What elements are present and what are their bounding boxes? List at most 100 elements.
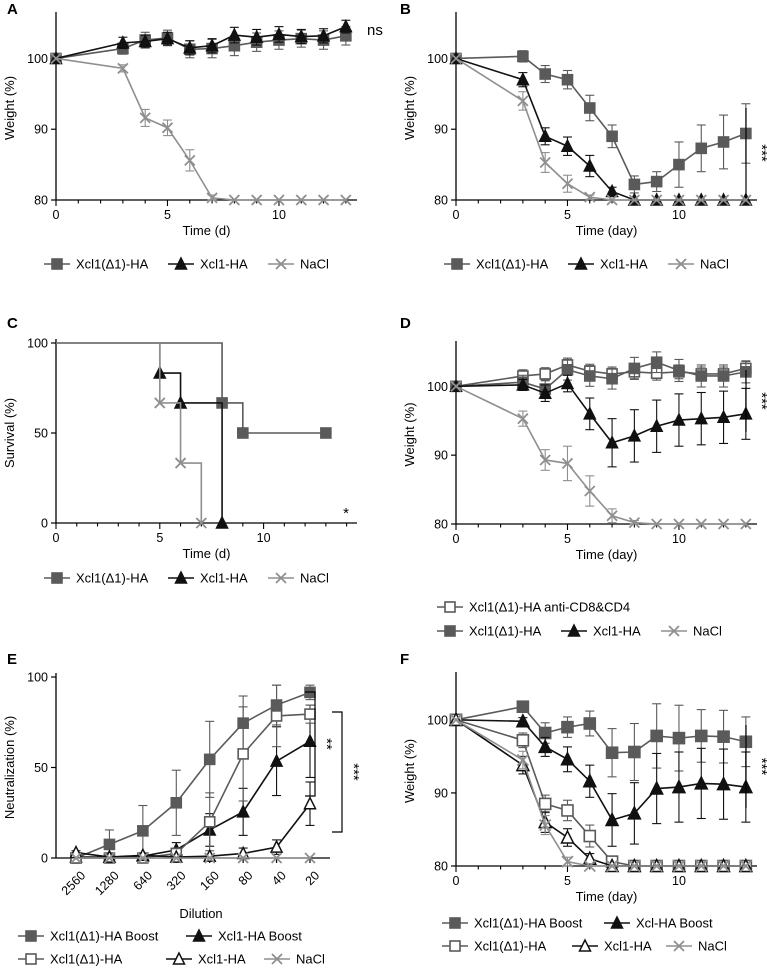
data-point: [203, 815, 216, 828]
y-tick-label: 100: [27, 337, 48, 351]
legend-entry: Xcl1-HA: [561, 623, 641, 639]
data-point-stroke-b: [206, 192, 218, 204]
legend-entry: Xcl1(Δ1)-HA Boost: [442, 916, 583, 931]
y-tick-label: 50: [34, 761, 48, 775]
data-point: [673, 364, 685, 377]
data-point: [236, 804, 250, 818]
y-tick-label: 80: [34, 194, 48, 208]
data-point: [272, 26, 286, 41]
data-point: [295, 194, 307, 206]
data-point-stroke-b: [739, 859, 752, 873]
legend-marker: [574, 256, 588, 270]
data-point: [605, 859, 619, 873]
legend: Xcl1(Δ1)-HA Xcl1-HA NaCl: [444, 256, 729, 272]
data-point: [206, 192, 218, 204]
data-point: [69, 844, 83, 859]
y-tick-label: 0: [41, 517, 48, 531]
data-point: [516, 753, 530, 767]
data-point: [538, 128, 552, 143]
legend-label: NaCl: [296, 952, 325, 967]
legend-label: Xcl1(Δ1)-HA Boost: [474, 916, 583, 931]
data-point: [237, 852, 249, 864]
legend-entry: Xcl1(Δ1)-HA: [44, 571, 149, 586]
panel-d: D 80 90 100 Weight (%) 0 5 10 Time (day) *** Xcl1(…: [400, 315, 767, 639]
data-point: [116, 35, 130, 49]
legend: Xcl1(Δ1)-HA anti-CD8&CD4 Xcl1(Δ1)-HA Xcl1-…: [437, 600, 722, 639]
data-point-stroke-b: [170, 852, 182, 864]
data-point-stroke-b: [695, 194, 707, 206]
series-line-2: [55, 57, 346, 201]
data-point: [539, 68, 551, 80]
legend-marker: [449, 940, 461, 952]
data-point: [606, 130, 618, 143]
legend-entry: NaCl: [268, 257, 329, 272]
legend-marker: [451, 258, 463, 270]
data-point-stroke-b: [450, 52, 462, 65]
data-point-stroke-b: [672, 859, 686, 873]
y-tick-label: 100: [427, 380, 448, 394]
data-point: [539, 156, 551, 169]
legend-label: Xcl1-HA Boost: [218, 929, 302, 944]
panel-letter: E: [7, 651, 17, 668]
data-point-stroke-b: [561, 855, 574, 868]
legend-label: NaCl: [700, 257, 729, 272]
data-point: [673, 158, 685, 171]
legend-label: Xcl1-HA: [593, 624, 641, 639]
y-axis-title: Weight (%): [402, 402, 417, 466]
legend-entry: Xcl1-HA: [168, 570, 248, 586]
series-line-3: [75, 803, 311, 858]
legend-entry: Xcl1-HA: [568, 256, 648, 272]
data-point: [269, 839, 284, 853]
x-tick-label: 0: [453, 208, 460, 222]
data-point-stroke-b: [673, 194, 685, 206]
x-tick-label: 5: [564, 532, 571, 546]
data-point: [694, 775, 709, 790]
data-point: [561, 720, 574, 734]
legend-marker: [172, 951, 186, 965]
data-point: [184, 154, 196, 167]
x-axis-title: Time (d): [183, 546, 231, 561]
legend-entry: NaCl: [661, 624, 722, 639]
significance-label: **: [318, 738, 335, 750]
data-point-stroke-b: [539, 156, 551, 169]
data-point: [694, 729, 708, 743]
data-point: [517, 413, 529, 425]
data-point: [516, 377, 530, 391]
data-point: [673, 518, 685, 530]
data-point-stroke-b: [516, 753, 530, 767]
y-tick-label: 100: [27, 52, 48, 66]
significance-label: ***: [753, 144, 767, 162]
data-point: [561, 804, 574, 817]
data-point-stroke-b: [204, 852, 216, 864]
data-point: [102, 849, 117, 863]
x-axis-title: Time (d): [183, 223, 231, 238]
data-point: [560, 375, 575, 390]
data-point: [583, 859, 596, 873]
data-point: [628, 516, 641, 529]
data-point: [538, 797, 552, 811]
data-point: [583, 370, 596, 382]
data-point: [317, 194, 330, 206]
legend-marker: [675, 258, 687, 270]
data-point: [695, 142, 708, 155]
legend-entry: Xcl1(Δ1)-HA: [442, 939, 547, 954]
data-point-stroke-b: [695, 859, 708, 873]
legend-label: Xcl1-HA: [600, 257, 648, 272]
legend-entry: Xcl1(Δ1)-HA: [44, 257, 149, 272]
data-point-stroke-b: [517, 413, 529, 425]
data-point: [561, 73, 574, 86]
legend-marker-stroke-b: [275, 572, 287, 584]
data-point: [583, 717, 597, 730]
data-point: [228, 194, 241, 206]
data-point: [717, 370, 730, 382]
legend-marker: [578, 938, 592, 952]
data-point: [160, 30, 175, 45]
data-point-stroke-b: [517, 95, 529, 107]
x-axis-title: Time (day): [576, 889, 638, 904]
data-point: [183, 40, 197, 54]
data-point-stroke-b: [195, 517, 207, 529]
data-point: [649, 418, 664, 432]
panel-f: F 80 90 100 Weight (%) 0 5 10 Time (day) *** Xcl1(…: [400, 651, 767, 954]
data-point-stroke-b: [584, 485, 596, 497]
data-point: [450, 52, 462, 65]
